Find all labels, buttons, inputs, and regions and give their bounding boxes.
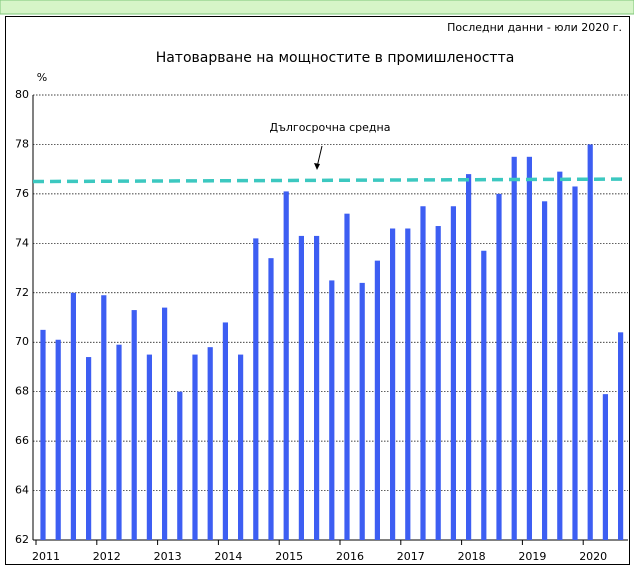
bar: [207, 347, 213, 540]
y-tick-label: 70: [15, 335, 29, 348]
y-tick-label: 74: [15, 236, 29, 249]
x-tick-label: 2019: [518, 550, 546, 563]
annotation-arrowhead: [314, 163, 320, 170]
y-tick-label: 68: [15, 385, 29, 398]
bar: [587, 144, 593, 540]
bar: [222, 322, 228, 540]
bar: [283, 191, 289, 540]
y-unit: %: [37, 71, 47, 84]
x-tick-label: 2013: [154, 550, 182, 563]
y-tick-label: 66: [15, 434, 29, 447]
chart-title: Натоварване на мощностите в промишленост…: [156, 50, 515, 66]
bar: [435, 226, 441, 540]
bar: [557, 171, 563, 540]
bar: [450, 206, 456, 540]
bar: [329, 280, 335, 540]
bar: [86, 357, 92, 540]
x-tick-label: 2017: [397, 550, 425, 563]
reference-line: [32, 177, 629, 184]
x-tick-label: 2020: [579, 550, 607, 563]
y-tick-label: 76: [15, 187, 29, 200]
bar: [542, 201, 548, 541]
x-tick-label: 2016: [336, 550, 364, 563]
bar: [420, 206, 426, 540]
bar: [374, 260, 380, 540]
bar: [55, 339, 61, 540]
bar: [359, 282, 365, 540]
x-tick-label: 2012: [93, 550, 121, 563]
y-tick-label: 80: [15, 88, 29, 101]
x-tick-label: 2018: [458, 550, 486, 563]
y-tick-label: 64: [15, 484, 29, 497]
bar: [496, 193, 502, 540]
annotation-arrow: [316, 145, 323, 168]
bar: [253, 238, 259, 540]
bar: [192, 354, 198, 540]
bar: [131, 310, 137, 540]
y-tick-label: 78: [15, 137, 29, 150]
bar: [70, 292, 76, 540]
bar: [101, 295, 107, 540]
bar: [602, 394, 608, 540]
top-strip: [0, 0, 634, 15]
bar: [526, 156, 532, 541]
y-tick-label: 72: [15, 286, 29, 299]
bar: [116, 344, 122, 540]
bar: [268, 258, 274, 540]
bar: [177, 391, 183, 540]
bar: [298, 235, 304, 540]
bar: [238, 354, 244, 540]
x-tick-label: 2015: [275, 550, 303, 563]
bar: [314, 235, 320, 540]
bar: [344, 213, 350, 540]
x-tick-label: 2014: [214, 550, 242, 563]
y-tick-label: 62: [15, 533, 29, 546]
bar: [572, 186, 578, 540]
bar: [146, 354, 152, 540]
bar: [162, 307, 168, 540]
subtitle: Последни данни - юли 2020 г.: [447, 21, 622, 34]
bar: [390, 228, 396, 540]
bar: [466, 174, 472, 540]
bar: [481, 250, 487, 540]
bar: [511, 156, 517, 541]
x-tick-label: 2011: [32, 550, 60, 563]
bar: [618, 332, 624, 540]
reference-label: Дългосрочна средна: [270, 121, 391, 134]
bar: [405, 228, 411, 540]
bar: [40, 329, 46, 540]
